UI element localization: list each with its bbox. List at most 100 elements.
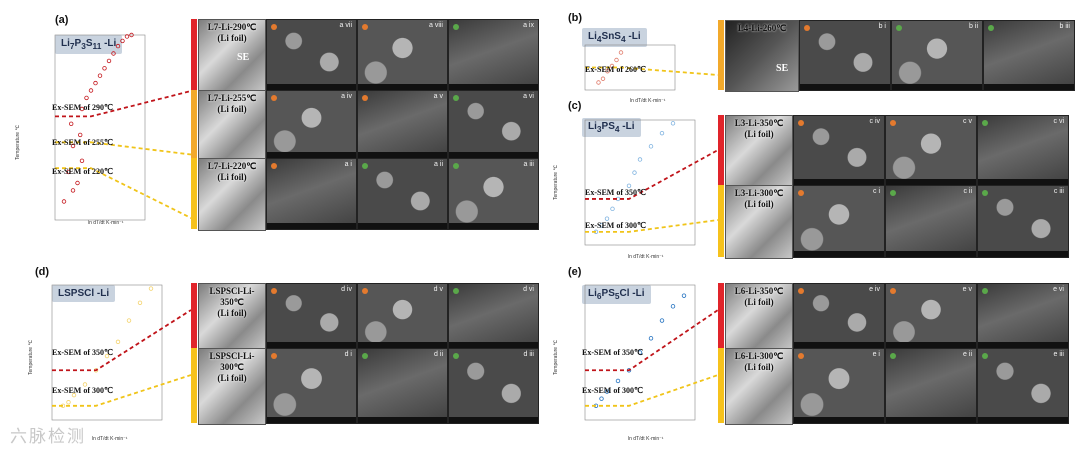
data-point: [615, 378, 621, 384]
x-axis-label: ln dT/dt K·min⁻¹: [628, 254, 664, 260]
photo-caption: LSPSCl-Li-350℃ (Li foil): [199, 286, 265, 319]
marker-dot: [798, 120, 804, 126]
sem-label: a i: [344, 161, 352, 168]
caption-line: LSPSCl-Li-300℃: [209, 351, 255, 372]
orange-bar: [191, 90, 197, 158]
exsem-dashed-line: [585, 66, 719, 76]
plot-frame: [584, 284, 696, 421]
material-tag: Li7P3S11 -Li: [55, 35, 123, 54]
sem-micrograph: d i: [266, 348, 357, 424]
sem-label: c i: [873, 188, 880, 195]
caption-line: L6-Li-300℃: [734, 351, 784, 361]
tag-text: S: [85, 38, 93, 49]
sample-photo: L6-Li-300℃ (Li foil): [725, 348, 793, 425]
sem-label: b ii: [969, 23, 978, 30]
sem-micrograph: c v: [885, 115, 977, 186]
sample-photo: L7-Li-290℃ (Li foil) SE: [198, 19, 266, 92]
caption-line: L3-Li-300℃: [734, 188, 784, 198]
caption-line: (Li foil): [217, 172, 247, 182]
marker-dot: [271, 353, 277, 359]
data-point: [600, 76, 606, 81]
marker-dot: [890, 353, 896, 359]
sem-label: c iv: [869, 118, 881, 125]
data-point: [129, 32, 134, 38]
sem-label: a v: [433, 93, 443, 100]
exsem-label: Ex-SEM of 290℃: [52, 103, 113, 112]
scale-bar: [984, 84, 1074, 90]
sem-label: d vi: [523, 286, 534, 293]
x-axis-label: ln dT/dt K·min⁻¹: [628, 436, 664, 442]
exsem-dashed-line: [585, 219, 719, 233]
caption-line: (Li foil): [744, 362, 774, 372]
sem-micrograph: e ii: [885, 348, 977, 424]
data-point: [626, 183, 632, 188]
yellow-bar: [191, 158, 197, 229]
caption-line: (Li foil): [217, 308, 247, 318]
caption-line: (Li foil): [217, 373, 247, 383]
yellow-bar: [191, 348, 197, 423]
marker-dot: [453, 353, 459, 359]
sem-micrograph: a ix: [448, 19, 539, 91]
sem-micrograph: e v: [885, 283, 977, 349]
data-point: [88, 88, 94, 93]
sem-micrograph: d iii: [448, 348, 539, 424]
y-axis-label: Temperature ℃: [15, 124, 21, 160]
sem-micrograph: b ii: [891, 20, 983, 91]
sem-micrograph: a vii: [266, 19, 357, 91]
caption-line: (Li foil): [744, 199, 774, 209]
sem-label: e iii: [1053, 351, 1064, 358]
data-point: [605, 69, 610, 74]
scale-bar: [267, 223, 356, 229]
data-point: [79, 158, 85, 163]
sem-label: a vi: [523, 93, 534, 100]
se-label: SE: [776, 63, 789, 74]
data-point: [61, 199, 67, 204]
exsem-dashed-line: [52, 374, 192, 407]
data-point: [637, 350, 643, 355]
data-point: [71, 392, 77, 398]
x-axis-label: ln dT/dt K·min⁻¹: [630, 98, 666, 104]
data-point: [111, 51, 116, 56]
chart-c: [584, 119, 719, 246]
tag-text: PS: [601, 121, 615, 132]
exsem-label: Ex-SEM of 350℃: [585, 188, 646, 197]
sem-micrograph: a iii: [448, 158, 539, 230]
sem-label: e i: [872, 351, 880, 358]
data-point: [632, 170, 637, 175]
sem-micrograph: c ii: [885, 185, 977, 258]
marker-dot: [982, 353, 988, 359]
plot-frame: [54, 34, 146, 221]
sem-label: d iii: [523, 351, 534, 358]
scale-bar: [267, 342, 356, 348]
chart-a: [54, 32, 196, 221]
data-point: [604, 216, 610, 221]
data-point: [599, 396, 604, 401]
data-point: [648, 144, 654, 149]
panel-label: (a): [55, 14, 69, 26]
sem-micrograph: c iv: [793, 115, 885, 186]
caption-line: (Li foil): [744, 129, 774, 139]
scale-bar: [358, 342, 447, 348]
material-tag: Li4SnS4 -Li: [582, 28, 647, 47]
se-label: SE: [237, 52, 250, 63]
tag-sub: 4: [614, 124, 620, 134]
marker-dot: [271, 163, 277, 169]
chart-b: [584, 44, 719, 91]
marker-dot: [798, 190, 804, 196]
data-point: [106, 58, 112, 64]
y-axis-label: Temperature ℃: [553, 339, 559, 375]
data-point: [82, 382, 88, 387]
tag-text: Li: [588, 121, 597, 132]
sem-micrograph: c i: [793, 185, 885, 258]
data-point: [66, 169, 71, 175]
tag-text: P: [74, 38, 82, 49]
panel-label: (b): [568, 12, 583, 24]
scale-bar: [358, 223, 447, 229]
caption-line: (Li foil): [744, 297, 774, 307]
scale-bar: [800, 84, 890, 90]
data-point: [124, 34, 130, 39]
scale-bar: [978, 251, 1068, 257]
marker-dot: [890, 288, 896, 294]
sem-micrograph: c iii: [977, 185, 1069, 258]
photo-caption: L7-Li-255℃ (Li foil): [199, 93, 265, 115]
